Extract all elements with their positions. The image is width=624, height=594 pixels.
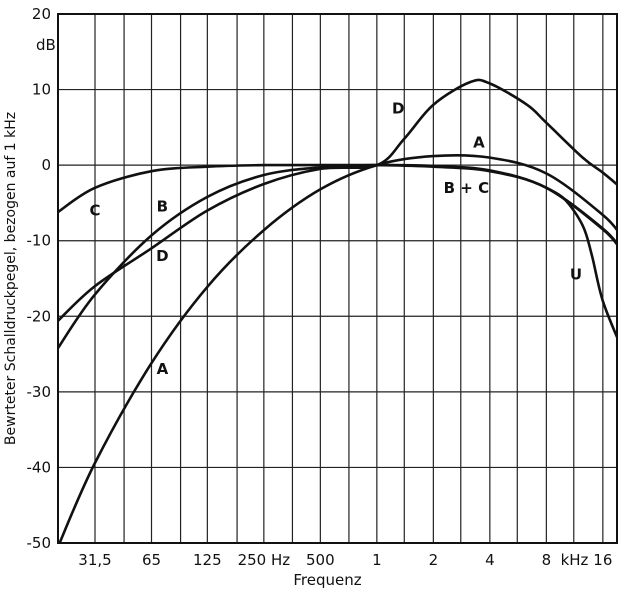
x-tick-label: 250 Hz bbox=[238, 551, 291, 569]
curve-label: D bbox=[156, 247, 168, 265]
y-tick-label: 20 bbox=[32, 5, 51, 23]
x-tick-label: kHz bbox=[561, 551, 589, 569]
curve-label: A bbox=[157, 360, 169, 378]
curve-a bbox=[58, 153, 617, 543]
curve-b bbox=[58, 163, 617, 350]
y-axis-title: Bewrteter Schalldruckpegel, bezogen auf … bbox=[3, 112, 19, 445]
curve-c bbox=[58, 163, 617, 247]
curve-label: C bbox=[89, 201, 100, 219]
curve-d bbox=[58, 78, 617, 323]
x-axis-title: Frequenz bbox=[293, 571, 361, 589]
curve-label: B bbox=[157, 198, 168, 216]
x-tick-label: 1 bbox=[372, 551, 382, 569]
x-tick-label: 16 bbox=[593, 551, 612, 569]
plot-frame bbox=[57, 13, 618, 544]
y-tick-label: -10 bbox=[27, 232, 52, 250]
y-tick-label: -30 bbox=[27, 383, 52, 401]
y-tick-label: -20 bbox=[27, 307, 52, 325]
x-tick-labels: 31,5 65 125 250 Hz 500 1 2 4 8 kHz 16 bbox=[78, 551, 612, 569]
curve-label: B + C bbox=[444, 179, 489, 197]
y-tick-label: 0 bbox=[41, 156, 51, 174]
x-tick-label: 500 bbox=[306, 551, 335, 569]
x-tick-label: 31,5 bbox=[78, 551, 111, 569]
curve-labels: C B D A D A B + C U bbox=[89, 99, 582, 378]
curve-label: U bbox=[570, 266, 582, 284]
curve-label: D bbox=[392, 99, 404, 117]
curve-u bbox=[545, 186, 617, 341]
x-tick-label: 8 bbox=[542, 551, 552, 569]
y-tick-label: -40 bbox=[27, 458, 52, 476]
x-tick-label: 4 bbox=[485, 551, 495, 569]
y-tick-label: -50 bbox=[27, 534, 52, 552]
x-tick-label: 125 bbox=[193, 551, 222, 569]
curves bbox=[58, 78, 617, 543]
y-tick-labels: 20 10 0 -10 -20 -30 -40 -50 bbox=[27, 5, 52, 552]
x-tick-label: 65 bbox=[142, 551, 161, 569]
grid bbox=[58, 14, 617, 543]
y-tick-label: 10 bbox=[32, 81, 51, 99]
curve-label: A bbox=[473, 133, 485, 151]
y-unit-label: dB bbox=[36, 36, 56, 54]
x-tick-label: 2 bbox=[429, 551, 439, 569]
